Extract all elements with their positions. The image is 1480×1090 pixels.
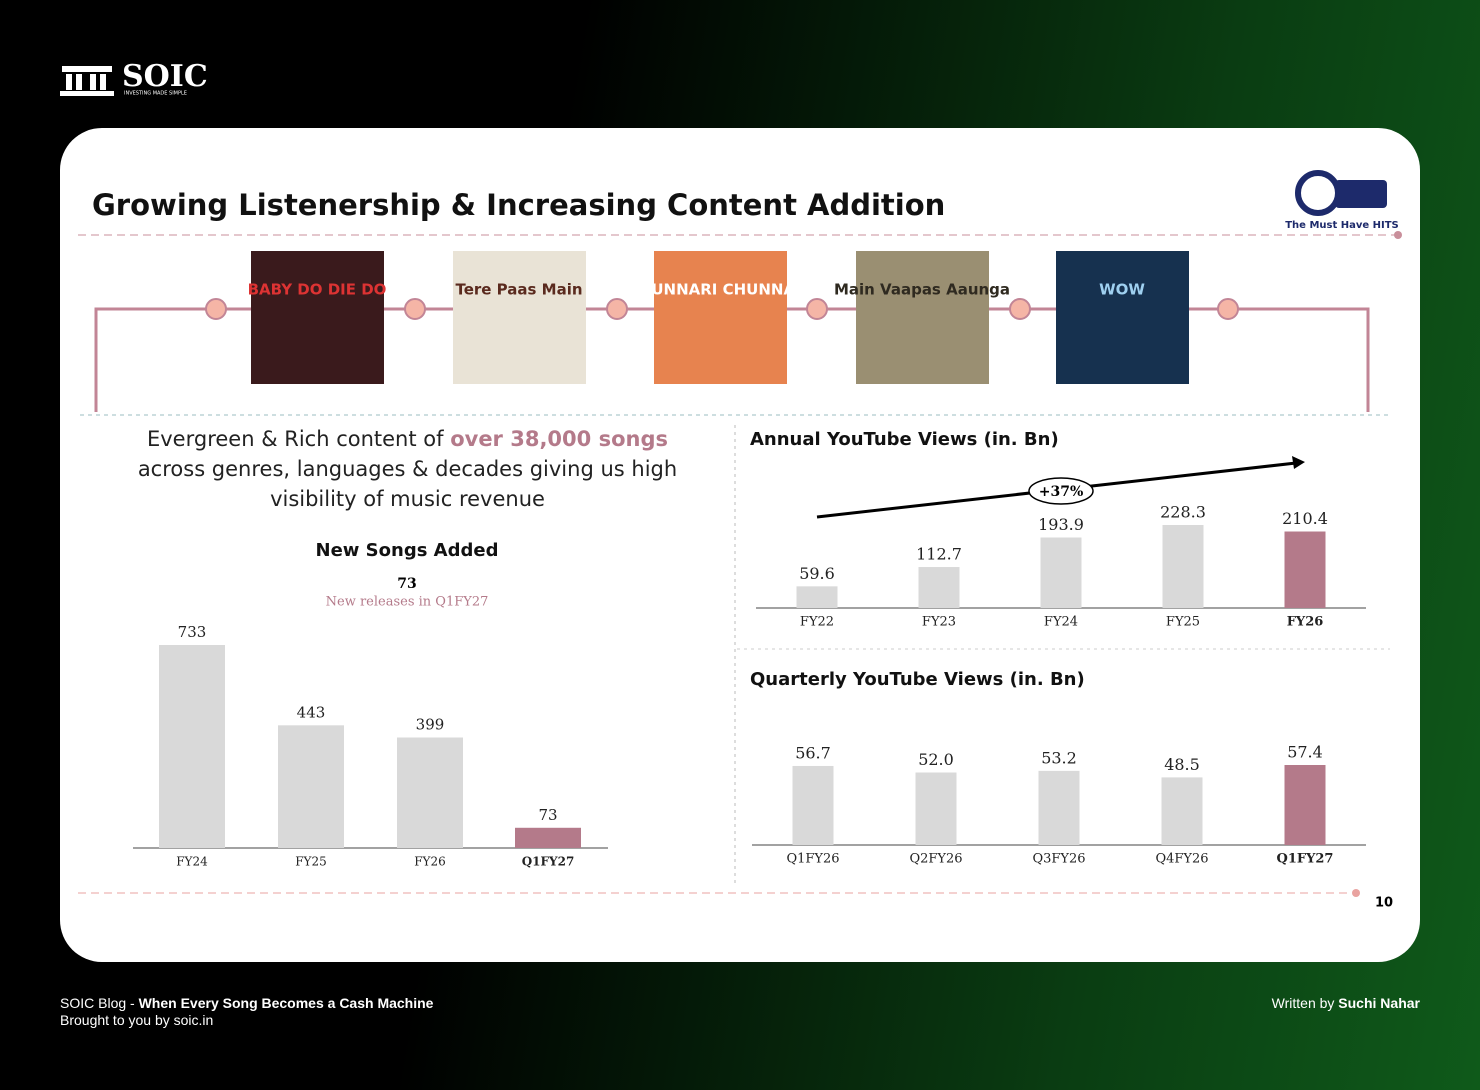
x-tick-label: Q3FY26	[1032, 852, 1085, 867]
poster	[856, 251, 989, 384]
timeline-dots	[205, 298, 1239, 320]
poster-title: WOW	[1099, 281, 1145, 299]
slide-title: Growing Listenership & Increasing Conten…	[92, 188, 945, 222]
timeline-dot	[1009, 298, 1031, 320]
poster-title: Tere Paas Main	[455, 281, 582, 299]
bar	[278, 725, 344, 848]
chart-title: Annual YouTube Views (in. Bn)	[750, 429, 1059, 450]
x-tick-label: Q1FY27	[522, 855, 575, 869]
blog-title: When Every Song Becomes a Cash Machine	[138, 995, 434, 1011]
bar	[1284, 531, 1326, 608]
timeline-dot	[1217, 298, 1239, 320]
bar	[1162, 525, 1204, 608]
credit: Brought to you by soic.in	[60, 1012, 214, 1028]
value-label: 73	[538, 806, 557, 824]
brand-tagline: The Must Have HITS	[1285, 220, 1399, 231]
blog-label: SOIC Blog -	[60, 995, 139, 1011]
timeline-dot	[606, 298, 628, 320]
author-label: Written by	[1271, 995, 1339, 1011]
x-tick-label: FY26	[1287, 615, 1324, 630]
timeline-dot	[806, 298, 828, 320]
poster	[654, 251, 787, 384]
x-tick-label: FY25	[1166, 615, 1200, 630]
bar	[1284, 765, 1326, 845]
value-label: 733	[178, 623, 207, 641]
bar	[792, 765, 834, 845]
value-label: 228.3	[1160, 503, 1206, 522]
footer-right: Written by Suchi Nahar	[1272, 995, 1420, 1012]
value-label: 112.7	[916, 545, 962, 564]
x-tick-label: FY24	[176, 855, 208, 869]
bar	[1161, 777, 1203, 845]
logo-icon	[60, 66, 114, 96]
poster-title: Main Vaapas Aaunga	[834, 281, 1010, 299]
bar	[1040, 537, 1082, 608]
value-label: 56.7	[795, 743, 831, 762]
annotation: +37%	[1039, 484, 1084, 500]
value-label: 57.4	[1287, 743, 1323, 762]
bar	[918, 567, 960, 608]
value-label: 443	[297, 703, 326, 721]
value-label: 193.9	[1038, 515, 1084, 534]
bar	[397, 737, 463, 848]
chart-title: New Songs Added	[316, 540, 499, 561]
timeline-dot	[205, 298, 227, 320]
logo-name: SOIC	[122, 59, 208, 94]
x-tick-label: FY24	[1044, 615, 1078, 630]
highlight-label: New releases in Q1FY27	[326, 595, 489, 610]
x-tick-label: FY26	[414, 855, 446, 869]
value-label: 59.6	[799, 564, 835, 583]
poster-title: CHUNNARI CHUNNARI	[628, 281, 812, 299]
divider-dot	[1352, 889, 1360, 897]
author: Suchi Nahar	[1338, 995, 1420, 1011]
bar	[915, 772, 957, 845]
value-label: 210.4	[1282, 509, 1328, 528]
poster-title: BABY DO DIE DO	[248, 281, 387, 299]
bar	[515, 827, 581, 848]
divider-dot	[1394, 231, 1402, 239]
poster	[1056, 251, 1189, 384]
value-label: 53.2	[1041, 748, 1077, 767]
blurb: Evergreen & Rich content of over 38,000 …	[120, 424, 695, 514]
timeline-dot	[404, 298, 426, 320]
annotation-bubble	[1028, 477, 1094, 505]
value-label: 52.0	[918, 750, 954, 769]
x-tick-label: Q4FY26	[1155, 852, 1208, 867]
value-label: 48.5	[1164, 755, 1200, 774]
bar	[1038, 770, 1080, 845]
footer-left: SOIC Blog - When Every Song Becomes a Ca…	[60, 995, 433, 1029]
poster	[453, 251, 586, 384]
x-tick-label: FY22	[800, 615, 834, 630]
x-tick-label: Q2FY26	[909, 852, 962, 867]
bar	[796, 586, 838, 608]
logo-tagline: INVESTING MADE SIMPLE	[124, 91, 187, 97]
highlight-value: 73	[397, 576, 416, 592]
x-tick-label: Q1FY27	[1277, 852, 1334, 867]
page-number: 10	[1375, 896, 1393, 911]
value-label: 399	[416, 715, 445, 733]
poster	[251, 251, 384, 384]
bar	[159, 645, 225, 848]
x-tick-label: FY23	[922, 615, 956, 630]
blurb-text: Evergreen & Rich content of	[146, 427, 451, 451]
chart-title: Quarterly YouTube Views (in. Bn)	[750, 669, 1085, 690]
brand-logo	[1295, 170, 1387, 216]
arrow-head	[1292, 456, 1305, 469]
x-tick-label: FY25	[295, 855, 327, 869]
blurb-text: across genres, languages & decades givin…	[137, 457, 678, 511]
blurb-highlight: over 38,000 songs	[450, 427, 668, 451]
x-tick-label: Q1FY26	[786, 852, 839, 867]
